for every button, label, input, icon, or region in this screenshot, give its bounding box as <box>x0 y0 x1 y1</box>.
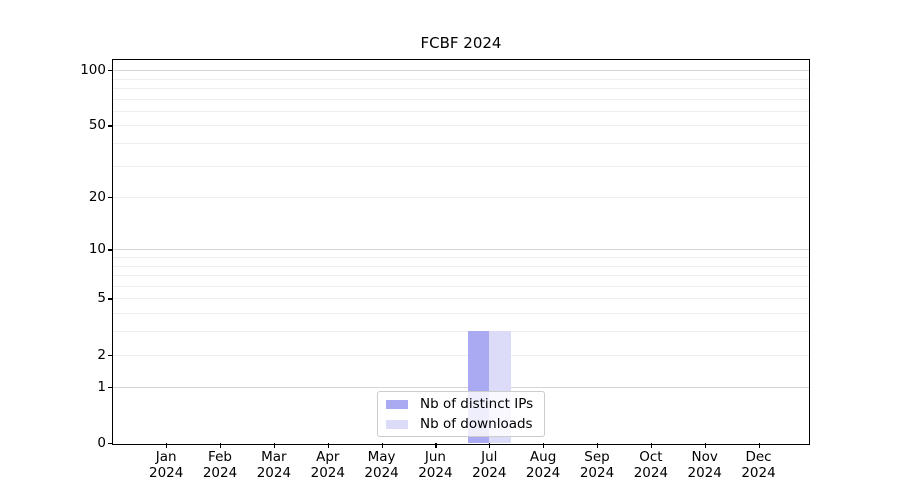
y-tick-label: 0 <box>97 435 106 452</box>
gridline-minor <box>112 165 810 167</box>
x-tick <box>758 443 760 448</box>
gridline-minor <box>112 313 810 315</box>
legend-swatch-distinct-ips <box>386 399 408 409</box>
y-tick-label: 10 <box>88 241 106 258</box>
x-tick <box>489 443 491 448</box>
gridline-major <box>112 70 810 72</box>
legend-label-distinct-ips: Nb of distinct IPs <box>420 395 534 412</box>
y-tick <box>107 354 112 356</box>
gridline-minor <box>112 125 810 127</box>
x-tick <box>435 443 437 448</box>
y-tick <box>107 125 112 127</box>
x-tick-label: Feb 2024 <box>202 449 238 481</box>
gridline-minor <box>112 78 810 80</box>
y-tick <box>107 249 112 251</box>
y-tick <box>107 443 112 445</box>
x-tick-label: Dec 2024 <box>741 449 776 481</box>
x-tick-label: Mar 2024 <box>256 449 292 481</box>
gridline-major <box>112 387 810 389</box>
x-tick-label: Nov 2024 <box>687 449 722 481</box>
x-tick-label: Sep 2024 <box>579 449 615 481</box>
y-tick-label: 20 <box>88 189 106 206</box>
y-tick <box>107 70 112 72</box>
gridline-minor <box>112 87 810 89</box>
x-tick <box>597 443 599 448</box>
x-tick-label: Jul 2024 <box>472 449 507 481</box>
chart-title: FCBF 2024 <box>420 34 502 52</box>
y-tick-label: 100 <box>80 62 106 79</box>
x-tick-label: Jan 2024 <box>149 449 184 481</box>
gridline-minor <box>112 331 810 333</box>
x-tick <box>650 443 653 448</box>
legend-label-downloads: Nb of downloads <box>420 415 533 432</box>
x-tick <box>381 443 383 448</box>
y-tick <box>107 197 112 199</box>
plot-border <box>112 59 810 445</box>
gridline-minor <box>112 143 810 144</box>
x-tick-label: Aug 2024 <box>525 449 561 481</box>
y-tick-label: 5 <box>97 290 106 307</box>
gridline-minor <box>112 98 810 100</box>
gridline-minor <box>112 197 810 199</box>
x-tick <box>543 443 545 448</box>
x-tick <box>704 443 706 448</box>
gridline-minor <box>112 257 810 259</box>
x-tick-label: Oct 2024 <box>633 449 669 481</box>
x-tick-label: May 2024 <box>364 449 399 481</box>
y-tick-label: 50 <box>88 117 106 134</box>
x-tick <box>327 443 329 448</box>
y-tick <box>107 387 112 389</box>
gridline-minor <box>112 354 810 356</box>
gridline-minor <box>112 110 810 112</box>
y-tick-label: 1 <box>97 379 106 396</box>
x-tick <box>166 443 168 448</box>
y-tick <box>107 298 112 300</box>
legend: Nb of distinct IPs Nb of downloads <box>377 391 545 437</box>
gridline-minor <box>112 275 810 277</box>
gridline-minor <box>112 298 810 300</box>
gridline-minor <box>112 265 810 267</box>
legend-item-distinct-ips: Nb of distinct IPs <box>386 395 536 412</box>
legend-swatch-downloads <box>386 419 408 429</box>
gridline-major <box>112 249 810 251</box>
x-tick-label: Jun 2024 <box>418 449 453 481</box>
x-tick <box>220 443 222 448</box>
gridline-minor <box>112 285 810 287</box>
legend-item-downloads: Nb of downloads <box>386 415 536 432</box>
x-tick-label: Apr 2024 <box>310 449 345 481</box>
x-tick <box>273 443 276 448</box>
y-tick-label: 2 <box>97 346 106 363</box>
